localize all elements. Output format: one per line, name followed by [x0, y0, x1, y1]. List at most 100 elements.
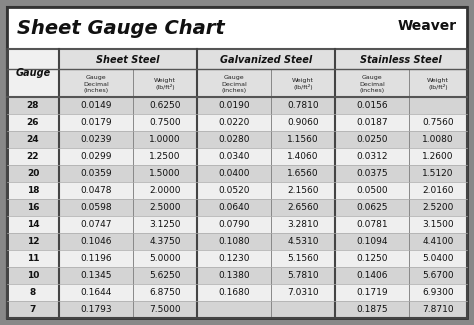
Text: 0.0781: 0.0781: [356, 220, 388, 229]
Text: Sheet Gauge Chart: Sheet Gauge Chart: [17, 19, 225, 37]
Text: 0.0149: 0.0149: [80, 101, 112, 110]
Text: Weight
(lb/ft²): Weight (lb/ft²): [154, 78, 176, 90]
Text: 5.7810: 5.7810: [287, 271, 319, 280]
Text: 0.1793: 0.1793: [80, 305, 112, 314]
Text: 0.1680: 0.1680: [218, 288, 250, 297]
Bar: [7, 182, 467, 199]
Text: 5.0000: 5.0000: [149, 254, 181, 263]
Text: 0.1345: 0.1345: [80, 271, 112, 280]
Text: 2.0000: 2.0000: [149, 186, 181, 195]
Text: 0.0220: 0.0220: [219, 118, 250, 127]
Text: 1.5000: 1.5000: [149, 169, 181, 178]
Text: Gauge
Decimal
(inches): Gauge Decimal (inches): [359, 75, 385, 93]
Text: 0.0280: 0.0280: [218, 135, 250, 144]
Bar: [7, 131, 467, 148]
Text: 0.7560: 0.7560: [422, 118, 454, 127]
Text: 1.2600: 1.2600: [422, 152, 454, 161]
Text: 0.0250: 0.0250: [356, 135, 388, 144]
Text: Weight
(lb/ft²): Weight (lb/ft²): [292, 78, 314, 90]
Text: 1.6560: 1.6560: [287, 169, 319, 178]
Text: 0.1406: 0.1406: [356, 271, 388, 280]
Bar: [7, 49, 59, 97]
Text: 1.2500: 1.2500: [149, 152, 181, 161]
Text: Galvanized Steel: Galvanized Steel: [220, 55, 312, 65]
Bar: [7, 284, 467, 301]
Text: 0.0239: 0.0239: [80, 135, 112, 144]
Text: 0.0747: 0.0747: [80, 220, 112, 229]
Text: 1.0080: 1.0080: [422, 135, 454, 144]
Text: 0.6250: 0.6250: [149, 101, 181, 110]
Text: 0.0359: 0.0359: [80, 169, 112, 178]
Text: 0.1046: 0.1046: [80, 237, 112, 246]
Text: Weaver: Weaver: [398, 19, 457, 33]
Bar: [335, 49, 467, 97]
Bar: [7, 301, 467, 318]
Text: 26: 26: [27, 118, 39, 127]
Text: 3.1500: 3.1500: [422, 220, 454, 229]
Bar: [7, 216, 467, 233]
Text: 20: 20: [27, 169, 39, 178]
Text: 10: 10: [27, 271, 39, 280]
Text: 1.5120: 1.5120: [422, 169, 454, 178]
Text: 2.0160: 2.0160: [422, 186, 454, 195]
Text: 1.0000: 1.0000: [149, 135, 181, 144]
Text: 7: 7: [30, 305, 36, 314]
Text: 2.5000: 2.5000: [149, 203, 181, 212]
Text: 22: 22: [27, 152, 39, 161]
Text: 7.0310: 7.0310: [287, 288, 319, 297]
Text: 8: 8: [30, 288, 36, 297]
Text: 0.0520: 0.0520: [218, 186, 250, 195]
Text: 0.1250: 0.1250: [356, 254, 388, 263]
Text: 0.0478: 0.0478: [80, 186, 112, 195]
Text: 0.0190: 0.0190: [218, 101, 250, 110]
Text: 0.1094: 0.1094: [356, 237, 388, 246]
Text: Weight
(lb/ft²): Weight (lb/ft²): [427, 78, 449, 90]
Text: 0.1644: 0.1644: [80, 288, 112, 297]
Text: 0.0640: 0.0640: [218, 203, 250, 212]
Text: 0.1875: 0.1875: [356, 305, 388, 314]
Text: 0.0790: 0.0790: [218, 220, 250, 229]
Bar: [7, 267, 467, 284]
Text: 2.1560: 2.1560: [287, 186, 319, 195]
Text: 24: 24: [27, 135, 39, 144]
Text: 5.0400: 5.0400: [422, 254, 454, 263]
Text: 0.0340: 0.0340: [218, 152, 250, 161]
Text: 4.5310: 4.5310: [287, 237, 319, 246]
Text: 0.0187: 0.0187: [356, 118, 388, 127]
Bar: [7, 233, 467, 250]
Text: 6.8750: 6.8750: [149, 288, 181, 297]
Text: 0.7500: 0.7500: [149, 118, 181, 127]
Text: 0.1380: 0.1380: [218, 271, 250, 280]
Text: Gauge
Decimal
(inches): Gauge Decimal (inches): [83, 75, 109, 93]
Bar: [59, 49, 197, 97]
Text: 0.1230: 0.1230: [218, 254, 250, 263]
Text: 12: 12: [27, 237, 39, 246]
Text: 4.3750: 4.3750: [149, 237, 181, 246]
Text: 4.4100: 4.4100: [422, 237, 454, 246]
Text: 0.0598: 0.0598: [80, 203, 112, 212]
Text: 7.8710: 7.8710: [422, 305, 454, 314]
Text: 7.5000: 7.5000: [149, 305, 181, 314]
Text: 3.1250: 3.1250: [149, 220, 181, 229]
Text: 0.0156: 0.0156: [356, 101, 388, 110]
Text: 0.0299: 0.0299: [80, 152, 112, 161]
Text: 0.0400: 0.0400: [218, 169, 250, 178]
Text: 0.0625: 0.0625: [356, 203, 388, 212]
Bar: [7, 148, 467, 165]
Text: 3.2810: 3.2810: [287, 220, 319, 229]
Text: 11: 11: [27, 254, 39, 263]
Bar: [7, 199, 467, 216]
Text: 0.0312: 0.0312: [356, 152, 388, 161]
Text: 0.0375: 0.0375: [356, 169, 388, 178]
Text: Gauge
Decimal
(inches): Gauge Decimal (inches): [221, 75, 247, 93]
Text: Gauge: Gauge: [15, 68, 51, 78]
Text: 0.1196: 0.1196: [80, 254, 112, 263]
Text: 0.1719: 0.1719: [356, 288, 388, 297]
Text: 0.1080: 0.1080: [218, 237, 250, 246]
Text: 16: 16: [27, 203, 39, 212]
Text: 18: 18: [27, 186, 39, 195]
Text: 0.0179: 0.0179: [80, 118, 112, 127]
Text: 0.7810: 0.7810: [287, 101, 319, 110]
Text: 0.9060: 0.9060: [287, 118, 319, 127]
Text: 5.6250: 5.6250: [149, 271, 181, 280]
